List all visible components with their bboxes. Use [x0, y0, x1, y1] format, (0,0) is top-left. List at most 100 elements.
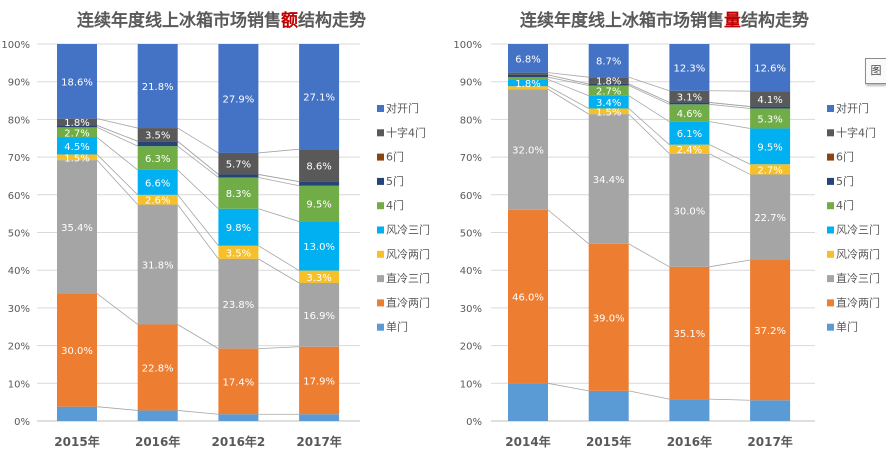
series-connector-line [258, 346, 300, 350]
y-tick-label: 20% [8, 342, 30, 353]
bar-segment-4门 [508, 77, 548, 80]
series-connector-line [96, 406, 138, 411]
series-connector-line [547, 72, 589, 78]
chart-title: 连续年度线上冰箱市场销售量结构走势 [443, 6, 886, 31]
legend-label: 直冷两门 [386, 295, 430, 309]
title-highlight: 量 [724, 11, 741, 31]
bar-segment-风冷两门 [137, 194, 178, 205]
bar-segment-十字4门 [669, 90, 710, 103]
legend-swatch [377, 323, 384, 331]
series-connector-line [96, 126, 138, 147]
bar-segment-5门 [299, 181, 340, 186]
bar-segment-十字4门 [299, 149, 340, 182]
legend-label: 4门 [836, 198, 854, 212]
series-connector-line [96, 154, 138, 196]
y-tick-label: 10% [8, 379, 30, 390]
bar-segment-风冷两门 [218, 245, 259, 259]
data-label: 6.6% [145, 178, 170, 189]
bar-segment-十字4门 [588, 77, 629, 84]
sales-volume-chart: 0% 10% 20% 30% 40% 50% 60% 70% 80% 90% 100% 46.0% 39… [453, 40, 880, 449]
series-connector-line [177, 324, 219, 349]
title-part: 结构走势 [741, 11, 809, 31]
bar-segment-单门 [137, 410, 178, 421]
data-label: 17.4% [223, 377, 255, 388]
series-connector-line [96, 125, 138, 142]
bar-segment-直冷两门 [137, 324, 178, 411]
series-connector-line [547, 79, 589, 97]
bar-segment-直冷两门 [299, 346, 340, 415]
legend-label: 风冷三门 [386, 223, 430, 237]
sales-volume-chart-panel: 连续年度线上冰箱市场销售量结构走势 0% 10% 20% 30% 40% 50% 60% 70… [443, 0, 886, 462]
data-label: 21.8% [142, 82, 174, 93]
series-connector-line [258, 174, 300, 182]
data-label: 30.0% [61, 346, 93, 357]
data-label: 4.6% [677, 109, 702, 120]
bar-segment-风冷两门 [588, 108, 629, 115]
bar-segment-十字4门 [508, 72, 548, 75]
bar-segment-风冷三门 [299, 221, 340, 271]
legend-label: 风冷三门 [836, 223, 880, 237]
data-label: 16.9% [303, 311, 335, 322]
series-connector-line [628, 390, 670, 400]
bar-segment-5门 [750, 106, 791, 109]
data-label: 32.0% [512, 146, 544, 157]
series-connector-line [96, 137, 138, 171]
series-connector-line [709, 121, 751, 129]
series-connector-line [177, 127, 219, 154]
data-label: 37.2% [754, 326, 786, 337]
data-label: 5.3% [757, 114, 782, 125]
bar-segment-风冷三门 [57, 137, 97, 155]
bar-segment-风冷两门 [750, 164, 791, 175]
data-label: 30.0% [674, 206, 706, 217]
bar-segment-对开门 [669, 44, 710, 91]
bar-segment-对开门 [588, 44, 629, 78]
series-connector-line [547, 382, 589, 392]
sales-amount-chart: 0% 10% 20% 30% 40% 50% 60% 70% 80% 90% 100% 30.0% 22… [1, 40, 430, 449]
legend-label: 直冷三门 [386, 271, 430, 285]
legend-swatch [827, 202, 834, 210]
bar-segment-单门 [588, 390, 629, 421]
x-tick-label: 2017年 [296, 434, 341, 449]
bar-segment-风冷三门 [750, 128, 791, 165]
series-connector-line [96, 293, 138, 325]
series-connector-line [709, 102, 751, 107]
y-tick-label: 10% [460, 379, 482, 390]
x-tick-label: 2016年2 [212, 434, 266, 449]
data-label: 4.5% [64, 142, 89, 153]
data-label: 8.3% [226, 189, 251, 200]
bar-segment-单门 [218, 414, 259, 421]
data-label: 3.3% [306, 273, 331, 284]
series-connector-line [628, 95, 670, 122]
series-connector-line [709, 144, 751, 165]
data-label: 2.7% [596, 87, 621, 98]
data-label: 27.9% [223, 94, 255, 105]
bar-segment-单门 [299, 414, 340, 421]
legend-swatch [377, 226, 384, 234]
chart-filter-button[interactable]: 图 [865, 58, 886, 84]
data-label: 27.1% [303, 93, 335, 104]
data-label: 17.9% [303, 376, 335, 387]
series-connector-line [628, 83, 670, 103]
data-label: 6.3% [145, 154, 170, 165]
legend-swatch [377, 177, 384, 185]
data-label: 1.5% [64, 153, 89, 164]
x-tick-label: 2014年 [505, 434, 550, 449]
legend-swatch [827, 105, 834, 112]
bar-segment-十字4门 [218, 152, 259, 175]
series-connector-line [177, 169, 219, 210]
data-label: 13.0% [303, 242, 335, 253]
series-connector-line [709, 259, 751, 268]
connector-lines [547, 72, 751, 401]
series-connector-line [177, 410, 219, 415]
x-tick-label: 2015年 [54, 434, 99, 449]
data-label: 1.8% [596, 77, 621, 88]
bar-segment-5门 [57, 125, 97, 128]
bar-segment-对开门 [57, 44, 97, 119]
data-label: 1.8% [515, 79, 540, 90]
data-label: 2.7% [64, 128, 89, 139]
legend-swatch [827, 129, 834, 137]
x-tick-label: 2016年 [135, 434, 180, 449]
legend-swatch [377, 105, 384, 112]
y-tick-label: 50% [460, 229, 482, 240]
legend-label: 6门 [836, 150, 854, 164]
